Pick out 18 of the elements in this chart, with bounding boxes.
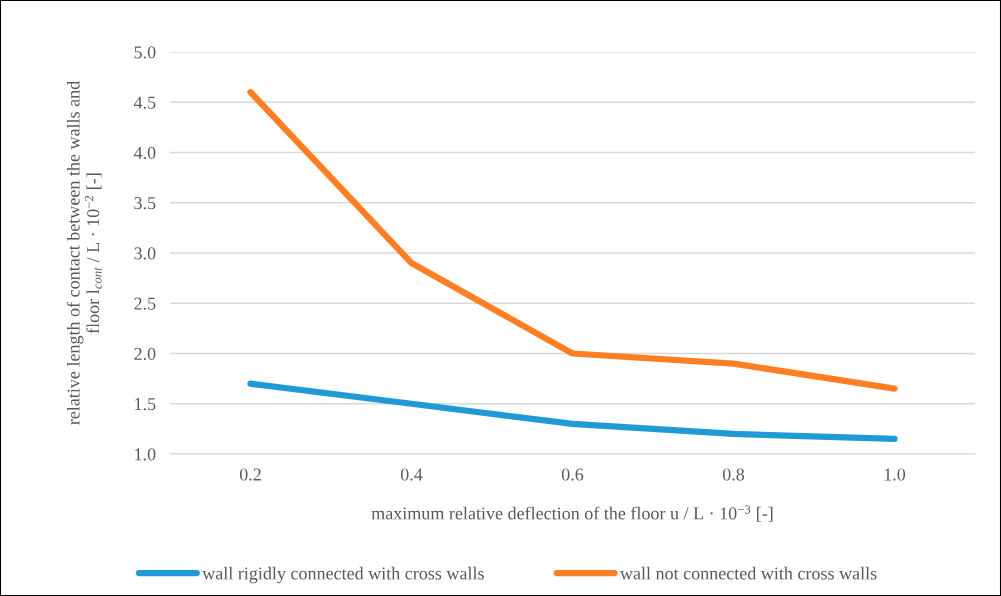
legend-label: wall not connected with cross walls (619, 566, 877, 580)
y-axis-title: relative length of contact between the walls and floor l$_{cont}$ / L · 10$^{−2}$ [-] (66, 81, 102, 425)
y-tick-label: 4.0 (133, 146, 156, 160)
x-tick-label: 1.0 (884, 468, 906, 481)
y-tick-label: 3.0 (134, 247, 156, 260)
y-tick-label: 1.5 (135, 398, 156, 411)
x-tick-label: 0.6 (561, 468, 584, 481)
x-tick-label: 0.8 (722, 468, 745, 481)
y-tick-label: 5.0 (134, 46, 156, 59)
y-tick-label: 3.5 (134, 197, 156, 210)
y-tick-label: 4.5 (133, 96, 156, 109)
x-tick-label: 0.4 (400, 468, 423, 481)
y-tick-label: 1.0 (135, 448, 156, 461)
x-axis-title: maximum relative deflection of the floor u / L · 10$^{−3}$ [-] (371, 505, 773, 522)
x-tick-label: 0.2 (239, 468, 261, 481)
legend-label: wall rigidly connected with cross walls (202, 566, 484, 584)
y-tick-label: 2.5 (134, 297, 156, 310)
y-tick-label: 2.0 (134, 347, 156, 361)
